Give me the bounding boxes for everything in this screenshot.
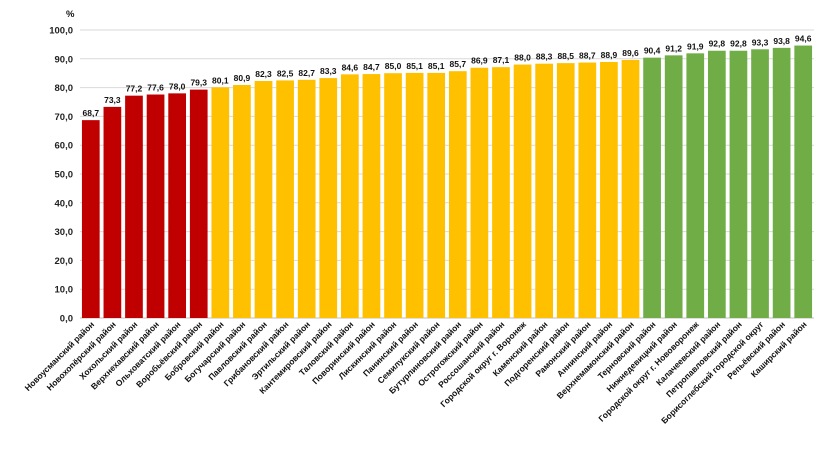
bar bbox=[211, 87, 230, 318]
bar bbox=[427, 72, 446, 318]
y-tick-label: 30,0 bbox=[55, 227, 74, 238]
value-label: 91,9 bbox=[687, 41, 704, 51]
y-tick-label: 50,0 bbox=[55, 170, 74, 181]
value-label: 92,8 bbox=[709, 39, 726, 49]
value-label: 88,3 bbox=[536, 52, 553, 62]
y-tick-label: 0,0 bbox=[60, 314, 73, 325]
value-label: 77,6 bbox=[147, 83, 164, 93]
value-label: 88,0 bbox=[514, 53, 531, 63]
value-label: 83,3 bbox=[320, 66, 337, 76]
value-label: 85,1 bbox=[406, 61, 423, 71]
value-label: 77,2 bbox=[126, 84, 143, 94]
bar bbox=[535, 63, 553, 318]
bar bbox=[319, 78, 338, 318]
value-label: 68,7 bbox=[83, 108, 100, 118]
y-tick-label: 10,0 bbox=[55, 285, 74, 296]
value-label: 88,9 bbox=[601, 50, 618, 60]
bar bbox=[405, 72, 424, 318]
value-label: 78,0 bbox=[169, 81, 186, 91]
value-label: 84,6 bbox=[342, 62, 359, 72]
bar bbox=[81, 120, 100, 318]
bar bbox=[233, 85, 251, 319]
bar bbox=[125, 95, 143, 318]
value-label: 90,4 bbox=[644, 46, 661, 56]
y-tick-label: 70,0 bbox=[55, 112, 74, 123]
value-label: 85,1 bbox=[428, 61, 445, 71]
value-label: 88,5 bbox=[557, 51, 574, 61]
value-label: 93,8 bbox=[773, 36, 790, 46]
bar bbox=[643, 57, 661, 318]
value-label: 93,3 bbox=[752, 37, 769, 47]
y-tick-label: 80,0 bbox=[55, 83, 74, 94]
bar bbox=[708, 50, 726, 319]
value-label: 80,9 bbox=[234, 73, 251, 83]
value-label: 79,3 bbox=[190, 78, 207, 88]
bar bbox=[600, 61, 618, 319]
bar bbox=[362, 74, 381, 319]
value-label: 82,5 bbox=[277, 68, 294, 78]
value-label: 85,7 bbox=[450, 59, 467, 69]
y-axis-ticks: 0,0 10,0 20,0 30,0 40,0 50,0 60,0 70,0 80,0 90,0 1… bbox=[49, 26, 73, 325]
bar bbox=[686, 53, 705, 318]
bar bbox=[729, 50, 748, 319]
bar bbox=[341, 74, 359, 319]
bar bbox=[578, 62, 597, 318]
value-label: 80,1 bbox=[212, 75, 229, 85]
bar bbox=[168, 93, 186, 318]
y-tick-label: 40,0 bbox=[55, 198, 74, 209]
bar bbox=[621, 59, 640, 319]
bar bbox=[384, 73, 402, 318]
value-label: 85,0 bbox=[385, 61, 402, 71]
value-label: 94,6 bbox=[795, 34, 812, 44]
y-tick-label: 100,0 bbox=[49, 26, 73, 37]
bar bbox=[513, 64, 532, 318]
value-label: 87,1 bbox=[493, 55, 510, 65]
value-label: 84,7 bbox=[363, 62, 380, 72]
y-axis-unit-label: % bbox=[66, 9, 75, 20]
bar bbox=[254, 80, 273, 318]
bar bbox=[794, 45, 813, 318]
bar bbox=[448, 71, 467, 319]
value-label: 92,8 bbox=[730, 39, 747, 49]
bar bbox=[189, 89, 208, 318]
bar bbox=[297, 79, 316, 318]
bar bbox=[664, 55, 683, 319]
bar bbox=[103, 106, 122, 319]
bar bbox=[556, 63, 575, 319]
chart-title-strip bbox=[0, 0, 840, 9]
value-label: 82,7 bbox=[298, 68, 315, 78]
y-tick-label: 60,0 bbox=[55, 141, 74, 152]
bar bbox=[751, 49, 769, 319]
y-tick-label: 20,0 bbox=[55, 256, 74, 267]
bar bbox=[146, 94, 165, 319]
value-label: 82,3 bbox=[255, 69, 272, 79]
bars bbox=[81, 45, 813, 319]
value-label: 86,9 bbox=[471, 56, 488, 66]
bar bbox=[492, 67, 510, 318]
bar bbox=[772, 47, 791, 319]
value-label: 73,3 bbox=[104, 95, 121, 105]
value-label: 91,2 bbox=[665, 43, 682, 53]
bar bbox=[470, 67, 489, 318]
bar bbox=[276, 80, 294, 319]
value-labels: 68,7 73,3 77,2 77,6 78,0 79,3 80,1 80,9 82,3 82,5… bbox=[83, 34, 812, 119]
value-label: 88,7 bbox=[579, 51, 596, 61]
y-tick-label: 90,0 bbox=[55, 54, 74, 65]
value-label: 89,6 bbox=[622, 48, 639, 58]
